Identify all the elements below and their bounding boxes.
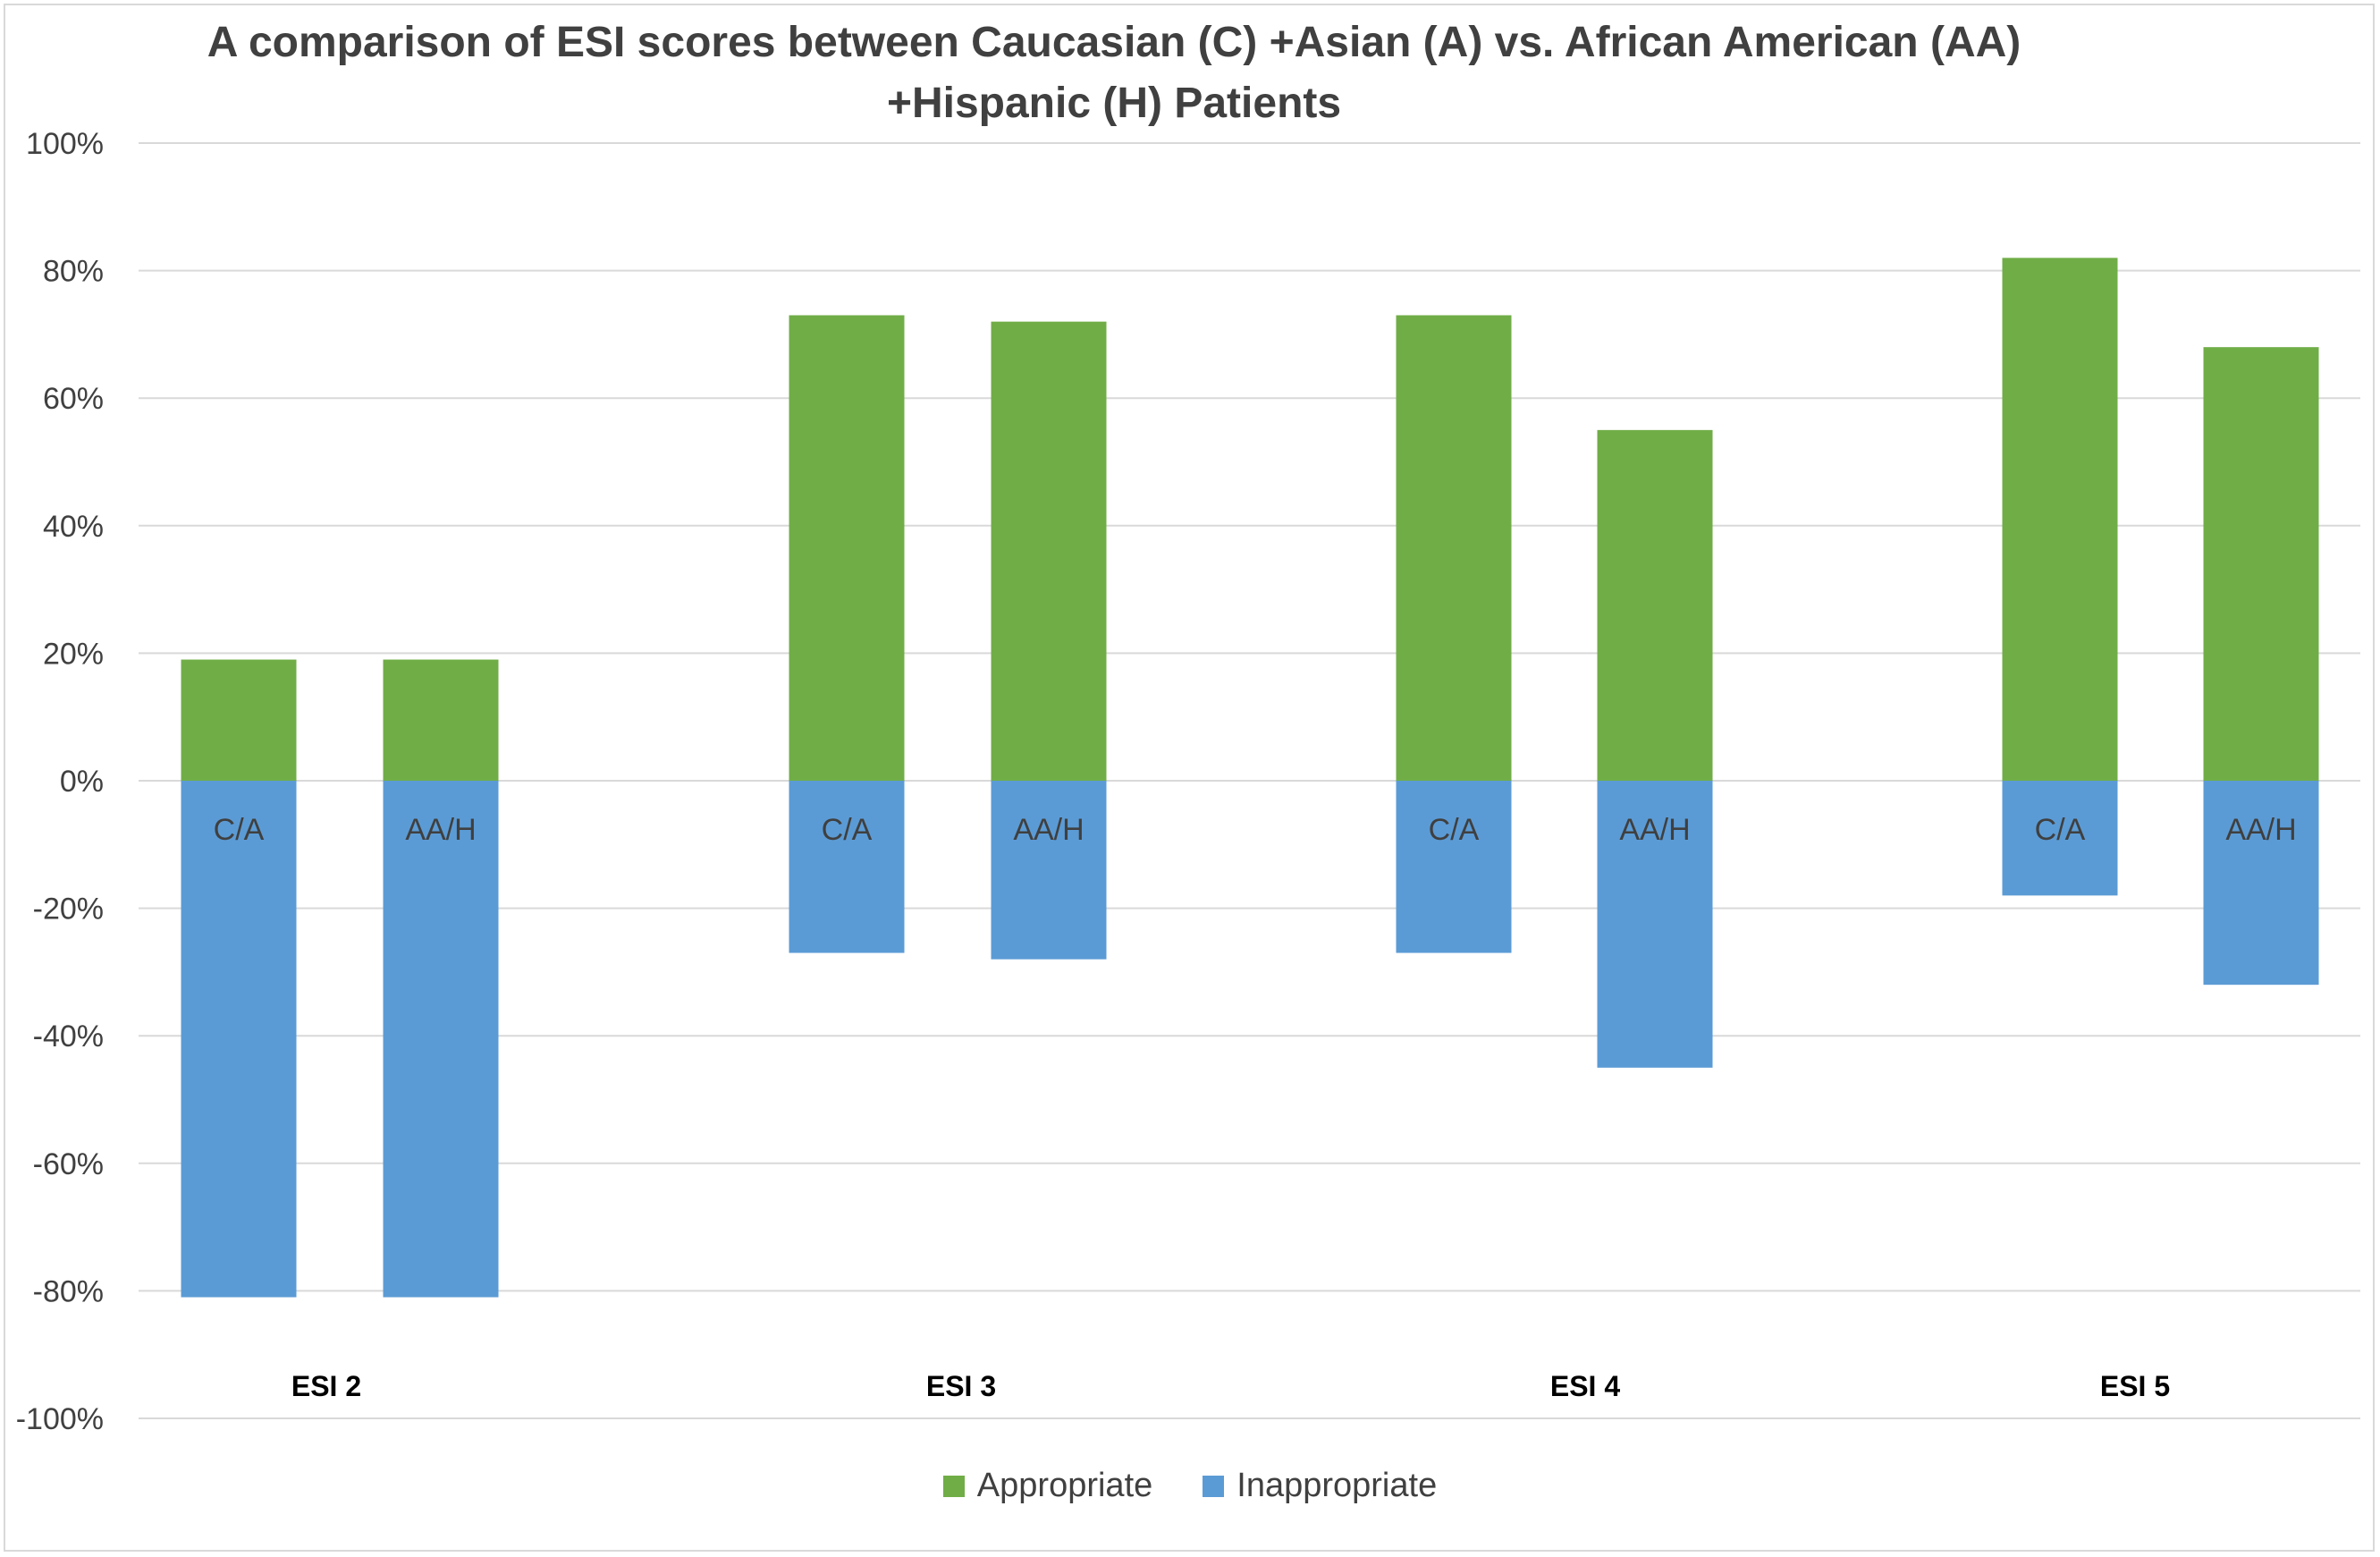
y-tick-label: 20% xyxy=(43,637,104,671)
y-tick-label: -60% xyxy=(33,1147,104,1181)
y-tick-label: 0% xyxy=(60,765,104,799)
legend-swatch xyxy=(942,1475,965,1497)
y-axis: 100% 80% 60% 40% 20% 0% -20% -40% -60% -80% -100% xyxy=(16,127,104,1436)
bar-inappropriate-esi-4-ca xyxy=(1396,781,1512,953)
legend-label: Inappropriate xyxy=(1236,1467,1438,1504)
group-label: C/A xyxy=(822,813,873,847)
y-tick-label: -100% xyxy=(16,1402,104,1436)
bar-labels: C/A AA/H C/A AA/H C/A AA/H C/A AA/H xyxy=(214,813,2297,847)
legend: Appropriate Inappropriate xyxy=(0,1467,2380,1505)
group-label: AA/H xyxy=(405,813,476,847)
y-tick-label: 60% xyxy=(43,382,104,416)
category-labels: ESI 2 ESI 3 ESI 4 ESI 5 xyxy=(291,1370,2170,1402)
bar-appropriate-esi-4-ca xyxy=(1396,315,1512,781)
legend-item-appropriate: Appropriate xyxy=(942,1467,1153,1505)
bar-inappropriate-esi-5-aah xyxy=(2203,781,2319,986)
y-tick-label: -40% xyxy=(33,1020,104,1054)
bar-appropriate-esi-2-ca xyxy=(181,659,297,781)
y-tick-label: 100% xyxy=(26,127,104,161)
bars xyxy=(181,258,2319,1298)
group-label: C/A xyxy=(214,813,265,847)
bar-appropriate-esi-3-ca xyxy=(789,315,905,781)
bar-inappropriate-esi-5-ca xyxy=(2002,781,2118,896)
bar-appropriate-esi-2-aah xyxy=(383,659,499,781)
group-label: AA/H xyxy=(1619,813,1690,847)
bar-inappropriate-esi-2-ca xyxy=(181,781,297,1298)
bar-inappropriate-esi-4-aah xyxy=(1597,781,1713,1068)
legend-item-inappropriate: Inappropriate xyxy=(1203,1467,1437,1505)
chart-title: A comparison of ESI scores between Cauca… xyxy=(207,19,2021,127)
category-label: ESI 3 xyxy=(926,1370,996,1402)
bar-appropriate-esi-5-ca xyxy=(2002,258,2118,782)
bar-inappropriate-esi-3-ca xyxy=(789,781,905,953)
y-tick-label: -80% xyxy=(33,1274,104,1308)
category-label: ESI 4 xyxy=(1550,1370,1620,1402)
bar-appropriate-esi-4-aah xyxy=(1597,429,1713,781)
bar-inappropriate-esi-2-aah xyxy=(383,781,499,1298)
legend-label: Appropriate xyxy=(976,1467,1153,1504)
group-label: C/A xyxy=(1429,813,1480,847)
category-label: ESI 5 xyxy=(2100,1370,2170,1402)
y-tick-label: 80% xyxy=(43,255,104,289)
bar-appropriate-esi-5-aah xyxy=(2203,347,2319,781)
legend-swatch xyxy=(1203,1475,1225,1497)
group-label: AA/H xyxy=(1013,813,1084,847)
group-label: C/A xyxy=(2035,813,2086,847)
bar-appropriate-esi-3-aah xyxy=(991,321,1107,781)
bar-inappropriate-esi-3-aah xyxy=(991,781,1107,960)
y-tick-label: -20% xyxy=(33,893,104,927)
category-label: ESI 2 xyxy=(291,1370,361,1402)
gridlines xyxy=(139,142,2360,1419)
group-label: AA/H xyxy=(2225,813,2296,847)
y-tick-label: 40% xyxy=(43,510,104,544)
